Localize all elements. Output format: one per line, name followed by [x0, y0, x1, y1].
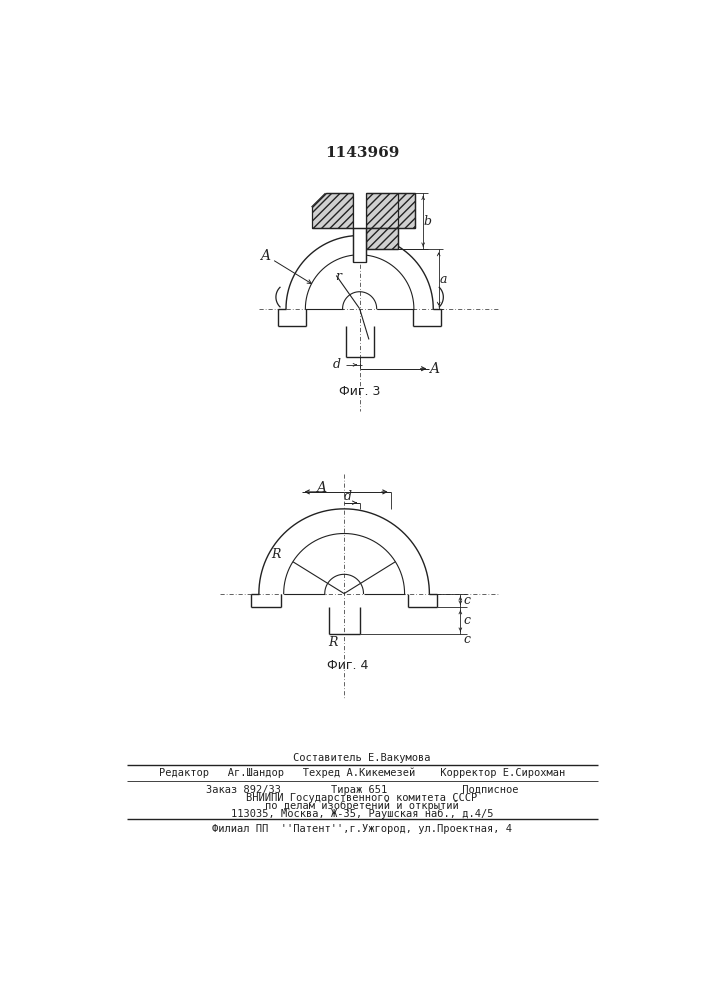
Text: A: A — [429, 362, 439, 376]
Text: 113035, Москва, Ж-35, Раушская наб., д.4/5: 113035, Москва, Ж-35, Раушская наб., д.4… — [230, 809, 493, 819]
Text: a: a — [440, 273, 447, 286]
Bar — [354, 228, 366, 262]
Text: по делам изобретений и открытий: по делам изобретений и открытий — [265, 801, 459, 811]
Text: c: c — [463, 614, 470, 627]
Bar — [366, 193, 416, 228]
Polygon shape — [312, 193, 354, 228]
Text: r: r — [335, 270, 341, 283]
Text: Редактор   Аг.Шандор   Техред А.Кикемезей    Корректор Е.Сирохман: Редактор Аг.Шандор Техред А.Кикемезей Ко… — [159, 768, 565, 778]
Text: A: A — [316, 481, 326, 495]
Text: c: c — [463, 633, 470, 646]
Text: ВНИИПИ Государственного комитета СССР: ВНИИПИ Государственного комитета СССР — [246, 793, 477, 803]
Bar — [366, 228, 398, 249]
Text: R: R — [328, 636, 337, 649]
Text: Фиг. 4: Фиг. 4 — [327, 659, 368, 672]
Text: d: d — [332, 358, 340, 371]
Text: Заказ 892/33        Тираж 651            Подписное: Заказ 892/33 Тираж 651 Подписное — [206, 785, 518, 795]
Text: Составитель Е.Вакумова: Составитель Е.Вакумова — [293, 753, 431, 763]
Text: 1143969: 1143969 — [325, 146, 399, 160]
Text: b: b — [423, 215, 432, 228]
Text: Филиал ПП  ''Патент'',г.Ужгород, ул.Проектная, 4: Филиал ПП ''Патент'',г.Ужгород, ул.Проек… — [212, 824, 512, 834]
Text: R: R — [271, 548, 281, 561]
Bar — [354, 193, 366, 228]
Text: Фиг. 3: Фиг. 3 — [339, 385, 380, 398]
Text: c: c — [463, 594, 470, 607]
Text: A: A — [260, 249, 270, 263]
Text: d: d — [344, 490, 352, 503]
